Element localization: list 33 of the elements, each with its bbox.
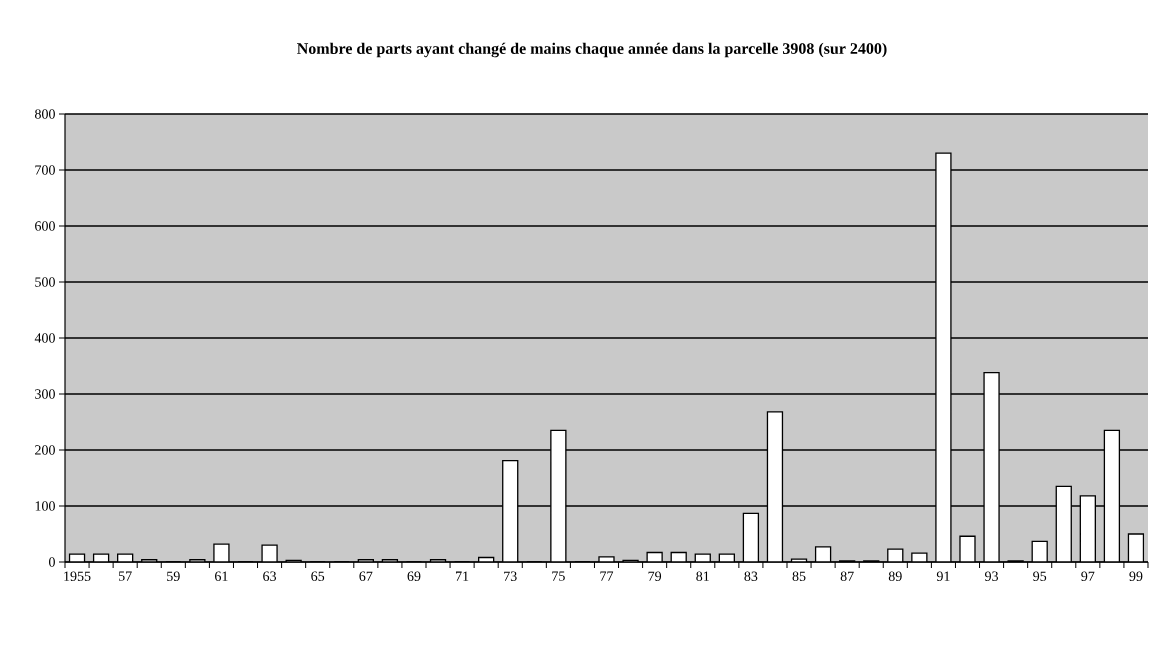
y-tick-label: 200 <box>35 445 55 455</box>
y-tick-label: 300 <box>35 389 55 399</box>
x-tick-label: 99 <box>1129 571 1143 581</box>
x-tick-label: 87 <box>840 571 854 581</box>
y-tick-label: 0 <box>49 557 55 567</box>
y-tick-label: 700 <box>35 165 55 175</box>
x-tick-label: 61 <box>215 571 228 581</box>
x-tick-label: 81 <box>696 571 709 581</box>
x-tick-label: 73 <box>504 571 517 581</box>
y-tick-label: 400 <box>34 333 55 343</box>
y-tick-label: 500 <box>35 277 55 287</box>
x-tick-label: 71 <box>456 571 469 581</box>
x-tick-label: 79 <box>648 571 662 581</box>
chart-title: Nombre de parts ayant changé de mains chaque année dans la parcelle 3908 (sur 2400) <box>297 42 887 58</box>
y-tick-label: 100 <box>35 501 55 511</box>
x-tick-label: 93 <box>985 571 999 581</box>
x-tick-label: 91 <box>936 571 950 581</box>
x-tick-label: 1955 <box>64 571 91 581</box>
x-tick-label: 77 <box>600 571 614 581</box>
x-tick-label: 67 <box>359 571 373 581</box>
x-tick-label: 89 <box>888 571 902 581</box>
x-tick-label: 85 <box>792 571 806 581</box>
x-tick-label: 97 <box>1081 571 1095 581</box>
x-tick-label: 63 <box>263 571 277 581</box>
x-tick-label: 75 <box>552 571 565 581</box>
x-tick-label: 83 <box>744 571 758 581</box>
x-tick-label: 65 <box>311 571 325 581</box>
y-tick-label: 600 <box>35 221 55 231</box>
x-tick-label: 59 <box>167 571 180 581</box>
x-tick-label: 95 <box>1033 571 1047 581</box>
x-tick-label: 69 <box>407 571 421 581</box>
y-tick-label: 800 <box>35 109 55 119</box>
x-tick-label: 57 <box>118 571 132 581</box>
